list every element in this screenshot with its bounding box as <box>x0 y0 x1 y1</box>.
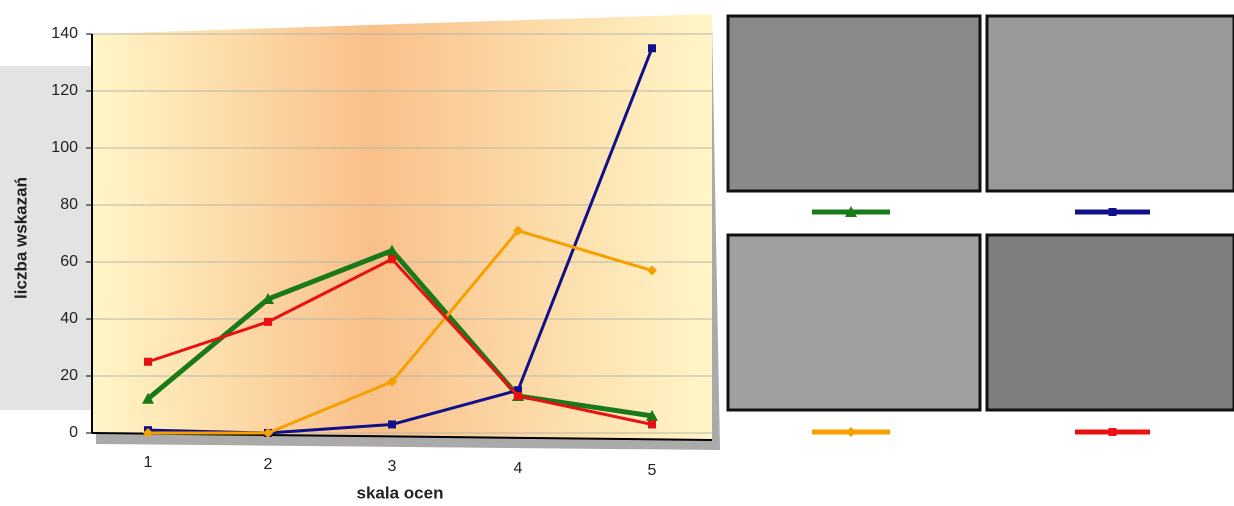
x-tick-label: 1 <box>144 454 153 471</box>
point <box>263 428 273 438</box>
photo <box>726 14 982 193</box>
side-band <box>0 66 92 410</box>
x-tick-label: 2 <box>264 456 273 473</box>
y-tick-label: 80 <box>60 196 78 213</box>
point <box>264 317 272 326</box>
point <box>1108 208 1117 216</box>
point <box>845 206 857 217</box>
point <box>513 225 523 236</box>
point <box>388 420 396 429</box>
point <box>514 386 522 395</box>
x-tick-label: 5 <box>648 462 657 479</box>
x-tick-label: 4 <box>514 460 523 477</box>
y-tick-label: 20 <box>60 367 78 384</box>
point <box>144 357 152 366</box>
point <box>1108 428 1117 436</box>
point <box>386 244 398 256</box>
photo <box>985 233 1234 412</box>
point <box>648 44 656 53</box>
y-tick-label: 0 <box>69 424 78 441</box>
point <box>387 376 397 387</box>
point <box>846 427 856 437</box>
y-tick-label: 100 <box>51 139 78 156</box>
y-tick-label: 140 <box>51 25 78 42</box>
point <box>648 420 656 429</box>
point <box>388 255 396 264</box>
point <box>143 428 153 438</box>
y-tick-label: 60 <box>60 253 78 270</box>
photo <box>985 14 1234 193</box>
point <box>514 391 522 400</box>
x-tick-label: 3 <box>388 458 397 475</box>
plot-area <box>92 14 712 440</box>
point <box>647 265 657 276</box>
point <box>646 409 658 421</box>
x-axis-title: skala ocen <box>357 483 444 502</box>
y-tick-label: 40 <box>60 310 78 327</box>
point <box>142 392 154 404</box>
y-tick-label: 120 <box>51 82 78 99</box>
point <box>262 293 274 305</box>
photo <box>726 233 982 412</box>
y-axis-title: liczba wskazań <box>11 177 30 299</box>
